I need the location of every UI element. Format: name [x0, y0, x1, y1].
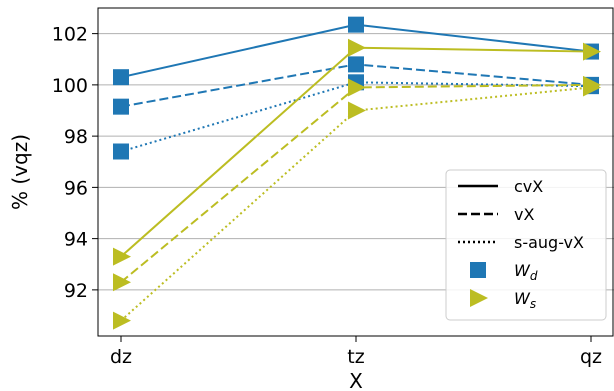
data-point-square: [113, 98, 129, 115]
y-tick-label: 100: [52, 75, 88, 97]
series-Ws-cvX: [113, 38, 601, 266]
x-tick-label: tz: [347, 346, 364, 368]
x-axis-label: X: [349, 369, 363, 391]
y-tick-label: 92: [64, 280, 88, 302]
series-Wd-cvX: [113, 16, 599, 86]
data-point-square: [113, 69, 129, 86]
legend-marker-square: [470, 262, 486, 278]
series-Ws-s-aug-vX: [113, 78, 601, 330]
series-layer: [113, 16, 601, 330]
legend-box: [445, 169, 607, 321]
y-axis-label: % (vqz): [8, 134, 32, 210]
legend-label: s-aug-vX: [514, 233, 584, 252]
legend-label: cvX: [514, 177, 543, 196]
data-point-triangle: [113, 311, 131, 330]
x-tick-label: qz: [580, 346, 602, 368]
y-axis: 92 94 96 98 100 102: [52, 24, 98, 302]
series-line: [120, 81, 592, 153]
data-point-square: [113, 143, 129, 160]
data-point-square: [348, 56, 364, 73]
data-point-triangle: [348, 38, 366, 57]
data-point-triangle: [113, 273, 131, 292]
legend-marker-triangle: [470, 289, 488, 307]
legend-label: Ws: [514, 289, 536, 311]
data-point-square: [348, 16, 364, 33]
legend-label: vX: [514, 205, 534, 224]
data-point-triangle: [113, 247, 131, 266]
y-tick-label: 94: [64, 229, 88, 251]
x-axis: dz tz qz: [110, 336, 602, 368]
y-tick-label: 98: [64, 126, 88, 148]
data-point-triangle: [348, 78, 366, 97]
legend: cvX vX s-aug-vX Wd Ws: [445, 169, 607, 321]
y-tick-label: 96: [64, 177, 88, 199]
data-point-triangle: [583, 78, 601, 97]
x-tick-label: dz: [110, 346, 132, 368]
data-point-triangle: [348, 101, 366, 120]
y-tick-label: 102: [52, 24, 88, 46]
legend-label: Wd: [514, 261, 538, 283]
data-point-triangle: [583, 42, 601, 61]
